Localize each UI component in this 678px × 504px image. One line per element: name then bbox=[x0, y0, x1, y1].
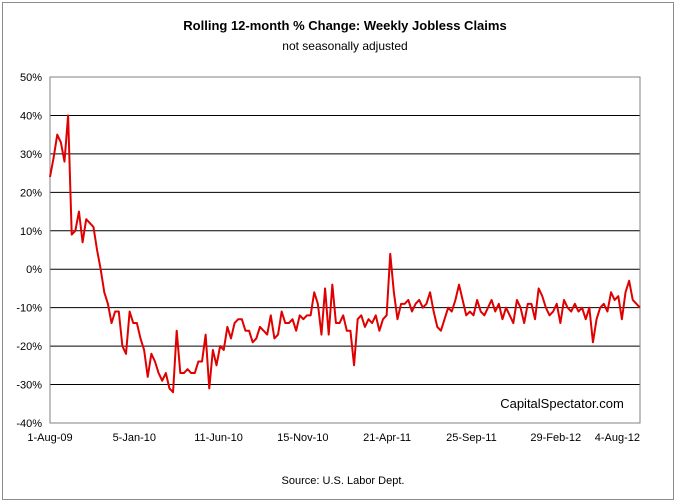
y-tick-label: -20% bbox=[16, 341, 42, 353]
x-tick-label: 25-Sep-11 bbox=[446, 432, 497, 444]
x-tick-label: 11-Jun-10 bbox=[194, 432, 243, 444]
grid-lines bbox=[49, 76, 641, 424]
y-axis-ticks: 50% 40% 30% 20% 10% 0% -10% -20% -30% -40% bbox=[16, 72, 42, 430]
y-tick-label: 0% bbox=[26, 264, 42, 276]
y-tick-label: 50% bbox=[20, 72, 42, 84]
x-tick-label: 15-Nov-10 bbox=[277, 432, 328, 444]
y-tick-label: -40% bbox=[16, 418, 42, 430]
y-tick-label: 20% bbox=[20, 187, 42, 199]
chart-frame bbox=[2, 2, 674, 500]
chart-subtitle: not seasonally adjusted bbox=[282, 39, 407, 53]
x-tick-label: 1-Aug-09 bbox=[27, 432, 72, 444]
x-tick-label: 5-Jan-10 bbox=[113, 432, 156, 444]
series-line bbox=[49, 114, 641, 394]
plot-area-border bbox=[49, 76, 641, 424]
source-label: Source: U.S. Labor Dept. bbox=[282, 475, 405, 487]
y-tick-label: 10% bbox=[20, 226, 42, 238]
y-tick-label: -30% bbox=[16, 380, 42, 392]
y-tick-label: 40% bbox=[20, 110, 42, 122]
chart-title: Rolling 12-month % Change: Weekly Jobles… bbox=[183, 18, 506, 33]
x-tick-label: 29-Feb-12 bbox=[530, 432, 581, 444]
watermark-label: CapitalSpectator.com bbox=[500, 396, 624, 411]
y-tick-label: 30% bbox=[20, 149, 42, 161]
x-tick-label: 4-Aug-12 bbox=[595, 432, 640, 444]
x-tick-label: 21-Apr-11 bbox=[363, 432, 411, 444]
y-tick-label: -10% bbox=[16, 303, 42, 315]
x-axis-ticks: 1-Aug-09 5-Jan-10 11-Jun-10 15-Nov-10 21-Apr… bbox=[27, 432, 640, 444]
